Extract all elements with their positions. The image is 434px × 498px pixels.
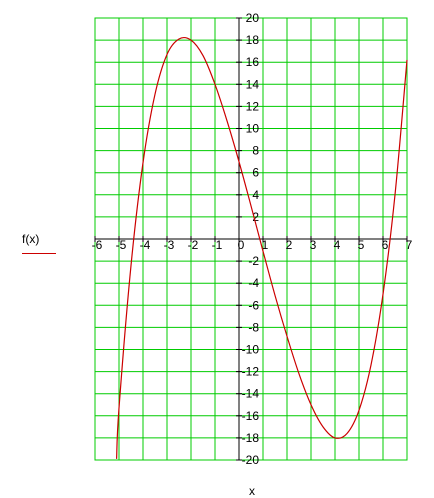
x-tick-label: 2 — [286, 238, 293, 252]
x-tick-label: 4 — [334, 238, 341, 252]
y-tick-label: 10 — [246, 122, 260, 136]
axes — [94, 17, 408, 461]
x-tick-label: 3 — [310, 238, 317, 252]
y-tick-label: -10 — [242, 343, 260, 357]
y-tick-label: 20 — [246, 11, 260, 25]
x-tick-label: -1 — [212, 238, 223, 252]
x-tick-label: 0 — [238, 238, 245, 252]
legend-label: f(x) — [22, 232, 40, 246]
x-tick-label: 1 — [262, 238, 269, 252]
y-tick-label: 14 — [246, 77, 260, 91]
y-tick-label: -18 — [242, 431, 260, 445]
y-tick-label: -2 — [248, 254, 259, 268]
x-tick-label: -4 — [140, 238, 151, 252]
x-tick-label: -5 — [116, 238, 127, 252]
y-tick-label: 12 — [246, 99, 260, 113]
y-tick-label: 18 — [246, 33, 260, 47]
y-tick-label: 4 — [252, 188, 259, 202]
x-axis-label: x — [249, 484, 255, 498]
y-tick-label: -4 — [248, 276, 259, 290]
x-tick-labels: -6 -5 -4 -3 -2 -1 0 1 2 3 4 5 6 7 — [92, 238, 413, 252]
x-tick-label: 6 — [382, 238, 389, 252]
x-tick-label: 7 — [406, 238, 413, 252]
x-tick-label: -3 — [164, 238, 175, 252]
y-tick-label: 2 — [252, 210, 259, 224]
y-tick-label: 8 — [252, 144, 259, 158]
x-tick-label: 5 — [358, 238, 365, 252]
x-tick-label: -2 — [188, 238, 199, 252]
y-tick-label: -14 — [242, 387, 260, 401]
y-tick-label: -6 — [248, 298, 259, 312]
y-tick-label: -20 — [242, 453, 260, 467]
y-tick-label: 16 — [246, 55, 260, 69]
y-tick-label: -16 — [242, 409, 260, 423]
legend-line-swatch — [22, 253, 56, 254]
y-tick-label: -8 — [248, 320, 259, 334]
x-tick-label: -6 — [92, 238, 103, 252]
y-tick-label: 6 — [252, 166, 259, 180]
series-line-fx — [116, 36, 408, 459]
y-tick-labels: -20 -18 -16 -14 -12 -10 -8 -6 -4 -2 2 4 6 8 10 12 14 16 18… — [242, 11, 260, 467]
y-tick-label: -12 — [242, 365, 260, 379]
